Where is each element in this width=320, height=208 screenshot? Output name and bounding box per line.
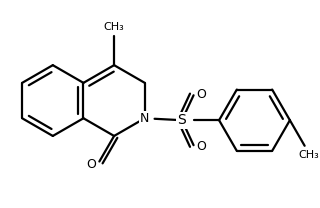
Text: S: S bbox=[178, 113, 186, 127]
Text: CH₃: CH₃ bbox=[104, 22, 124, 32]
Text: O: O bbox=[196, 140, 206, 153]
Text: O: O bbox=[196, 88, 206, 101]
Text: CH₃: CH₃ bbox=[298, 150, 319, 160]
Text: N: N bbox=[140, 112, 149, 125]
Text: O: O bbox=[86, 158, 96, 171]
